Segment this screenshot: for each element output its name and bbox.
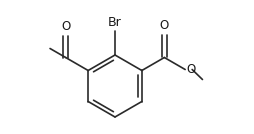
Text: O: O <box>160 20 169 33</box>
Text: O: O <box>186 63 195 76</box>
Text: O: O <box>61 20 70 33</box>
Text: Br: Br <box>108 16 122 29</box>
